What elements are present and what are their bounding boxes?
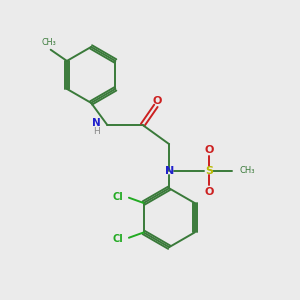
Text: Cl: Cl [113,234,124,244]
Text: CH₃: CH₃ [240,166,255,175]
Text: O: O [204,145,214,155]
Text: N: N [164,166,174,176]
Text: O: O [204,187,214,196]
Text: N: N [92,118,100,128]
Text: O: O [152,95,162,106]
Text: Cl: Cl [113,191,124,202]
Text: S: S [205,166,213,176]
Text: H: H [93,127,100,136]
Text: CH₃: CH₃ [42,38,57,47]
